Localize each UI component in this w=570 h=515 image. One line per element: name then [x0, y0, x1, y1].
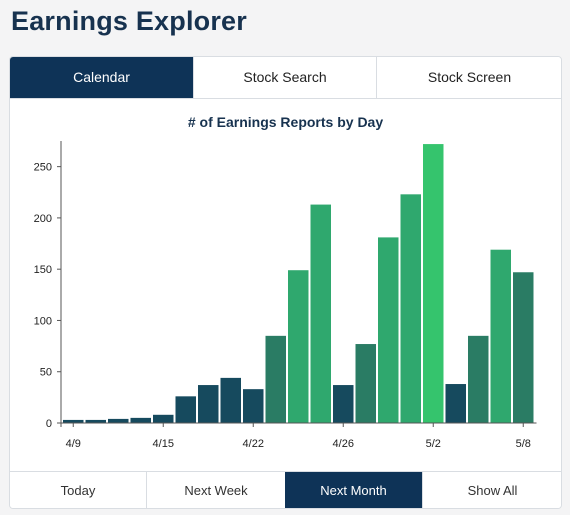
bar[interactable]: [220, 377, 242, 423]
range-next-week-button[interactable]: Next Week: [146, 472, 285, 508]
tab-calendar[interactable]: Calendar: [10, 57, 193, 98]
bar[interactable]: [288, 270, 309, 423]
bar[interactable]: [513, 272, 534, 423]
bar[interactable]: [198, 385, 219, 423]
x-tick-label: 5/8: [516, 438, 531, 450]
x-axis: 4/9 4/15 4/22 4/26 5/2 5/8: [61, 422, 537, 450]
range-next-month-button[interactable]: Next Month: [285, 472, 422, 508]
bar[interactable]: [490, 249, 512, 423]
bar[interactable]: [108, 418, 129, 423]
x-tick-label: 4/15: [153, 438, 174, 450]
x-tick-label: 4/26: [333, 438, 354, 450]
chart-title: # of Earnings Reports by Day: [187, 114, 384, 130]
earnings-bar-chart: 0 50 100 150 200 250 4/9 4/15 4/22 4/26 5/2 5/8: [34, 141, 537, 450]
earnings-card: Calendar Stock Search Stock Screen # of …: [9, 56, 562, 509]
y-tick-label: 150: [34, 264, 52, 276]
bar[interactable]: [153, 414, 174, 423]
y-tick-label: 250: [34, 162, 52, 174]
bar[interactable]: [85, 419, 107, 423]
y-tick-label: 200: [34, 213, 52, 225]
bar[interactable]: [175, 396, 197, 423]
bar[interactable]: [310, 204, 332, 423]
x-tick-label: 4/22: [243, 438, 264, 450]
page-title: Earnings Explorer: [11, 6, 247, 36]
range-show-all-button[interactable]: Show All: [422, 472, 561, 508]
bars: [63, 144, 534, 424]
bar[interactable]: [468, 335, 489, 423]
y-tick-label: 100: [34, 315, 52, 327]
bar[interactable]: [333, 385, 354, 423]
tab-stock-screen[interactable]: Stock Screen: [376, 57, 561, 98]
bar[interactable]: [378, 237, 399, 423]
view-tabs: Calendar Stock Search Stock Screen: [10, 57, 561, 99]
bar[interactable]: [400, 194, 422, 423]
y-axis: 0 50 100 150 200 250: [34, 141, 62, 430]
bar[interactable]: [265, 335, 287, 423]
y-tick-label: 0: [46, 418, 52, 430]
tab-stock-search[interactable]: Stock Search: [193, 57, 376, 98]
bar[interactable]: [243, 389, 264, 423]
bar[interactable]: [445, 384, 467, 423]
range-selector: Today Next Week Next Month Show All: [10, 471, 561, 508]
bar[interactable]: [63, 419, 84, 423]
bar[interactable]: [130, 417, 152, 423]
y-tick-label: 50: [40, 367, 52, 379]
bar[interactable]: [423, 144, 444, 424]
x-tick-label: 4/9: [66, 438, 81, 450]
range-today-button[interactable]: Today: [10, 472, 146, 508]
bar[interactable]: [355, 344, 377, 423]
x-tick-label: 5/2: [426, 438, 441, 450]
